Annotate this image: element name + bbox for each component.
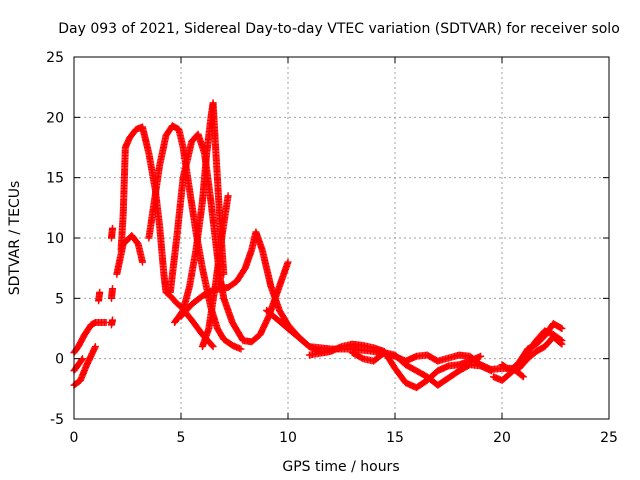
axis-ticks <box>73 56 610 420</box>
data-point <box>519 373 527 381</box>
data-point <box>209 343 217 351</box>
series-arc-F <box>198 192 232 351</box>
data-point <box>109 224 117 232</box>
grid-lines <box>74 57 609 419</box>
data-point <box>477 352 485 360</box>
data-point <box>109 316 117 324</box>
series-arc-low-start <box>70 343 99 389</box>
y-tick-label: 0 <box>55 352 64 368</box>
x-tick-label: 0 <box>70 430 79 446</box>
series-arc-end-3 <box>515 333 566 372</box>
series-arc-short-3 <box>107 285 117 302</box>
y-tick-label: 25 <box>46 50 64 66</box>
data-markers <box>70 99 566 392</box>
y-tick-label: 10 <box>46 231 64 247</box>
x-tick-label: 10 <box>279 430 297 446</box>
data-point <box>284 258 292 266</box>
series-arc-end-2 <box>498 320 566 375</box>
series-arc-short-4 <box>107 224 117 242</box>
data-point <box>78 356 86 364</box>
data-point <box>91 343 99 351</box>
y-tick-label: 15 <box>46 171 64 187</box>
series-arc-short-1 <box>95 288 104 305</box>
data-point <box>557 339 565 347</box>
y-tick-label: 20 <box>46 110 64 126</box>
series-arc-rise-B <box>113 232 146 278</box>
data-point <box>558 325 566 332</box>
series-arc-short-2 <box>107 316 117 329</box>
data-point <box>102 318 110 326</box>
data-point <box>237 345 245 353</box>
x-tick-label: 25 <box>600 430 618 446</box>
x-tick-label: 15 <box>386 430 404 446</box>
data-point <box>518 372 526 380</box>
x-tick-label: 5 <box>177 430 186 446</box>
data-point <box>208 342 216 350</box>
y-tick-label: -5 <box>50 412 64 428</box>
y-tick-label: 5 <box>55 291 64 307</box>
series-arc-mid-3 <box>348 349 495 389</box>
data-point <box>558 340 566 348</box>
x-tick-label: 20 <box>493 430 511 446</box>
series-arc-low-start-2 <box>70 355 87 375</box>
data-point <box>487 367 495 375</box>
x-axis-label: GPS time / hours <box>282 459 399 475</box>
series-arc-main <box>70 318 110 357</box>
data-point <box>224 192 232 200</box>
chart-title: Day 093 of 2021, Sidereal Day-to-day VTE… <box>58 21 620 37</box>
x-tick-labels: 0 5 10 15 20 25 <box>70 430 618 446</box>
y-tick-labels: -5 0 5 10 15 20 25 <box>46 50 64 428</box>
y-axis-label: SDTVAR / TECUs <box>7 181 23 296</box>
data-point <box>138 258 146 266</box>
data-point <box>79 355 87 363</box>
data-point <box>220 270 228 278</box>
data-point <box>109 285 117 293</box>
data-point <box>96 288 104 296</box>
